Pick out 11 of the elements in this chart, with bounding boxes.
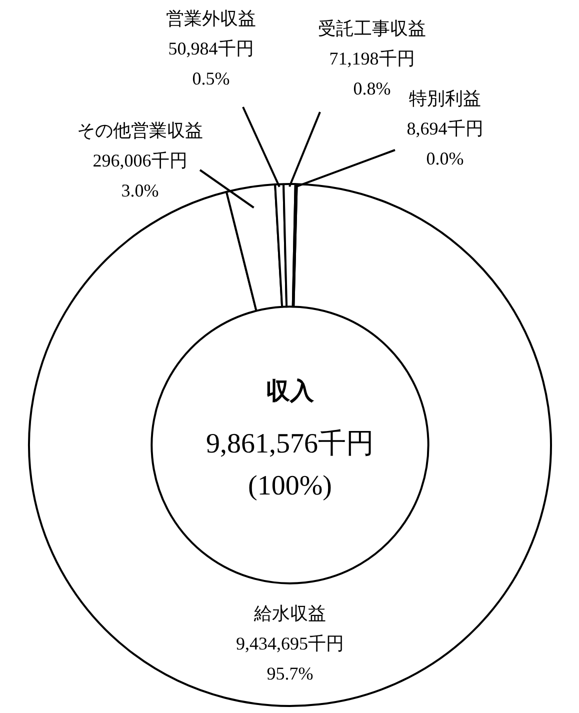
text: 9,861,576千円 — [206, 428, 374, 460]
data-label: 8,694千円 0.0% — [406, 118, 484, 169]
slice-label: 受託工事収益 — [318, 18, 426, 39]
text: (100%) — [248, 470, 332, 502]
slice-label: 営業外収益 — [166, 8, 256, 29]
data-label: 50,984千円 0.5% — [168, 38, 254, 89]
data-label: 9,434,695千円 95.7% — [236, 634, 344, 684]
text: 収入 — [266, 378, 315, 406]
data-label: 296,006千円 3.0% — [92, 150, 188, 201]
slice-label: その他営業収益 — [77, 120, 203, 141]
slice-label: 給水収益 — [253, 604, 326, 624]
